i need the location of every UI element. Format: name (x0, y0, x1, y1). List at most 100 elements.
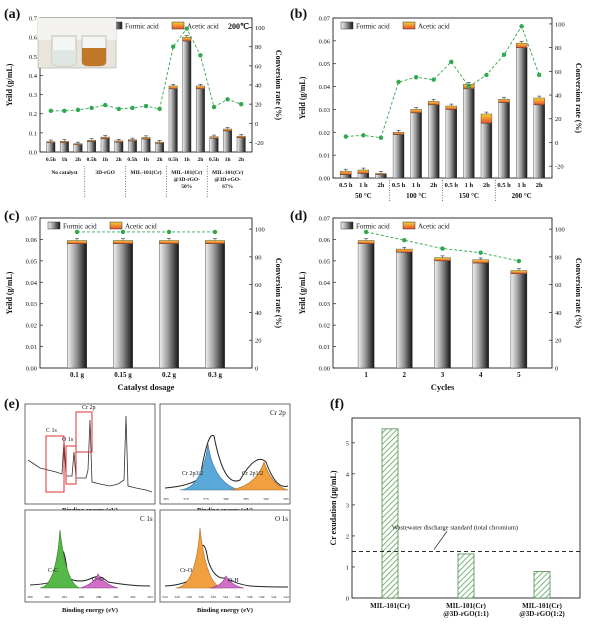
category-label-b: 2h (536, 182, 543, 189)
ytick-label-a: 0.0 (29, 150, 37, 157)
xps-tick-label: 544 (283, 595, 289, 599)
peak-label-o1s: O 1s (62, 437, 74, 443)
xps-tick-label: 538 (247, 595, 253, 599)
conversion-point-b (519, 24, 524, 29)
bar-acetic (114, 140, 124, 143)
y2tick-label-c: 40 (255, 310, 262, 317)
panel-label-b: (b) (290, 7, 307, 22)
chart-title-a: 200℃ (228, 22, 249, 31)
bar-formic (392, 134, 405, 179)
bar-acetic (392, 132, 405, 135)
bar-acetic (141, 137, 151, 140)
y2label-c: Conversion rate (%) (274, 258, 283, 329)
conversion-point-a (143, 103, 149, 109)
xps-tick-label: 534 (223, 595, 229, 599)
peak-label-c1s: C 1s (46, 428, 58, 434)
plot-frame-c (39, 217, 253, 369)
xps-tick-label: 294 (147, 595, 153, 599)
ytick-label-b: 0.01 (319, 153, 330, 160)
xps-tick-label: 536 (235, 595, 241, 599)
conversion-point-a (198, 53, 203, 58)
bar-acetic (209, 136, 219, 139)
conversion-point-a (157, 106, 162, 112)
y2tick-label-b: -20 (555, 164, 564, 171)
xps-tick-label: 530 (199, 595, 205, 599)
ytick-label-c: 0.02 (26, 323, 37, 330)
bar-formic (159, 243, 179, 369)
category-label-d: 3 (441, 371, 445, 379)
y2tick-label-d: 40 (555, 310, 562, 317)
conversion-point-a (239, 101, 244, 107)
bar-formic (498, 102, 510, 179)
bar-formic (205, 243, 225, 369)
category-label-b: 2h (378, 182, 385, 189)
group-label-a: 67% (222, 184, 233, 190)
legend-label-formic: Formic acid (125, 23, 159, 31)
peak-label-cc: C-C (48, 568, 58, 574)
xps-tick-label: 585 (243, 497, 249, 501)
legend-label-formic: Formic acid (356, 23, 390, 31)
bar-formic (434, 260, 451, 369)
conversion-line-b (345, 25, 540, 139)
category-label-a: 1h (184, 157, 190, 163)
legend-label-formic: Formic acid (356, 223, 390, 231)
conversion-point-b (431, 77, 436, 82)
xps-tick-label: 532 (211, 595, 217, 599)
category-label-b: 0.5 h (445, 182, 459, 189)
xps-tick-label: 590 (263, 497, 269, 501)
bar-formic (223, 130, 233, 153)
conversion-point-c (166, 229, 172, 235)
conversion-point-b (396, 79, 401, 85)
conversion-point-b (413, 75, 419, 80)
bar-formic (209, 138, 219, 153)
peak-label-cr2p32: Cr 2p3/2 (182, 471, 203, 477)
legend-swatch-acetic (402, 221, 416, 230)
xps-tick-label: 526 (174, 595, 180, 599)
bar-formic (396, 252, 413, 369)
xps-tick-label: 524 (162, 595, 168, 599)
ytick-label-c: 0.06 (26, 237, 38, 244)
xps-o1s-xlabel: Binding energy (eV) (197, 607, 253, 614)
bar-formic (155, 142, 165, 153)
bar-acetic (236, 135, 246, 138)
ylabel-f: Cr exudation (μg/mL) (329, 470, 338, 545)
peak-label-cr2p12: Cr 2p1/2 (242, 471, 263, 477)
bar-acetic (223, 128, 233, 132)
bar-formic (67, 243, 87, 369)
category-label-a: 0.5h (46, 157, 56, 163)
bar-acetic (428, 101, 440, 106)
conversion-point-b (378, 135, 384, 140)
y2tick-label-a: 100 (255, 25, 265, 32)
category-label-f: @3D-rGO(1:2) (519, 610, 565, 618)
inset-photo (37, 17, 117, 69)
ylabel-c: Yeild (g/mL) (5, 271, 14, 314)
panel-label-c: (c) (4, 209, 20, 224)
ytick-label-a: 0.4 (29, 73, 38, 80)
ytick-label-a: 0.1 (29, 130, 37, 137)
y2tick-label-c: 80 (255, 254, 262, 261)
bar-formic (533, 104, 545, 179)
panel-label-a: (a) (4, 7, 21, 22)
bar-formic (480, 122, 493, 179)
bar-acetic (113, 240, 133, 244)
bar-formic (445, 109, 457, 179)
legend-label-formic: Formic acid (63, 223, 97, 231)
category-label-f: MIL-101(Cr) (370, 602, 410, 610)
peak-label-cr2p: Cr 2p (82, 405, 96, 411)
y2tick-label-d: 20 (555, 338, 562, 345)
bar-acetic (445, 105, 457, 110)
legend-label-acetic: Acetic acid (125, 223, 157, 231)
xps-tick-label: 282 (45, 595, 51, 599)
y2tick-label-a: 40 (255, 83, 262, 90)
group-label-a: @3D-rGO- (174, 177, 201, 183)
category-label-a: 0.5h (87, 157, 97, 163)
ytick-label-d: 0.05 (319, 258, 330, 265)
category-label-c: 0.15 g (114, 371, 132, 379)
ytick-label-f: 1 (346, 564, 349, 571)
ytick-label-b: 0.00 (319, 176, 330, 183)
bar-formic (375, 174, 387, 179)
group-label-b: 150 °C (459, 192, 479, 200)
xps-cr2p: Cr 2p Cr 2p3/2 Cr 2p1/2 565 570 575 580 585 5… (159, 403, 291, 514)
conversion-point-d (440, 246, 445, 251)
ytick-label-d: 0.00 (319, 366, 330, 373)
